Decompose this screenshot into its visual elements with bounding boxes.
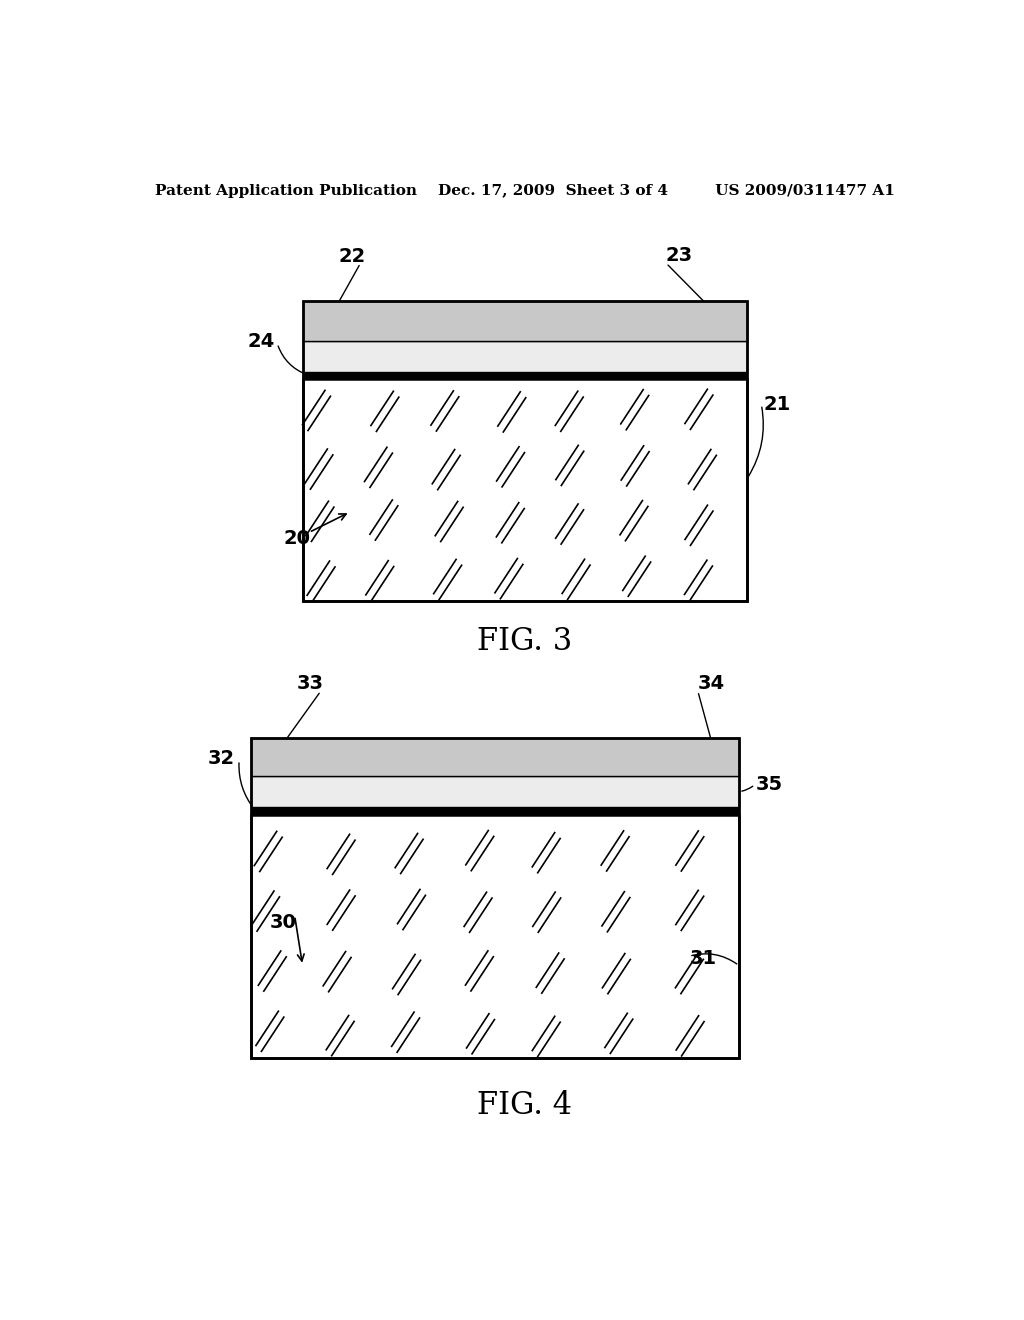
Bar xyxy=(251,738,739,1057)
Text: 30: 30 xyxy=(269,913,296,932)
Text: 24: 24 xyxy=(248,331,275,351)
Text: 34: 34 xyxy=(697,675,725,693)
PathPatch shape xyxy=(303,342,748,372)
Text: FIG. 4: FIG. 4 xyxy=(477,1090,572,1121)
Bar xyxy=(251,776,739,807)
Text: 23: 23 xyxy=(666,247,693,265)
PathPatch shape xyxy=(251,738,739,776)
Bar xyxy=(303,301,748,601)
Bar xyxy=(251,814,739,1057)
Bar xyxy=(303,342,748,372)
Text: 20: 20 xyxy=(284,529,310,548)
PathPatch shape xyxy=(251,776,739,807)
Text: 22: 22 xyxy=(338,247,366,267)
Text: 32: 32 xyxy=(208,748,236,767)
PathPatch shape xyxy=(303,342,748,372)
Text: FIG. 3: FIG. 3 xyxy=(477,626,572,656)
Bar xyxy=(303,372,748,379)
Bar xyxy=(251,738,739,776)
Text: Patent Application Publication    Dec. 17, 2009  Sheet 3 of 4         US 2009/03: Patent Application Publication Dec. 17, … xyxy=(155,183,895,198)
PathPatch shape xyxy=(251,738,739,776)
PathPatch shape xyxy=(251,776,739,807)
Text: 33: 33 xyxy=(297,675,324,693)
PathPatch shape xyxy=(303,301,748,342)
PathPatch shape xyxy=(303,301,748,342)
Text: 21: 21 xyxy=(764,395,791,414)
Bar xyxy=(251,807,739,814)
Text: 35: 35 xyxy=(756,775,782,795)
Bar xyxy=(303,301,748,342)
Bar xyxy=(303,379,748,601)
Text: 31: 31 xyxy=(690,949,717,968)
